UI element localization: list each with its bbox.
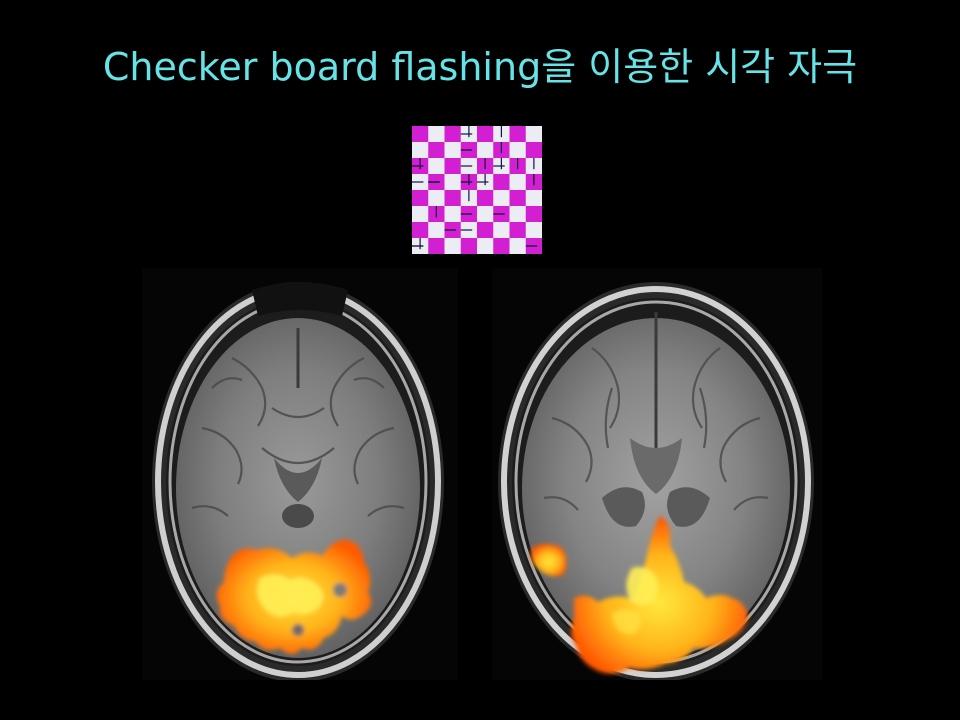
brain-scan-right: [492, 268, 822, 680]
slide-title: Checker board flashing을 이용한 시각 자극: [102, 45, 858, 89]
brain-scan-left: [142, 268, 458, 680]
checkerboard-stimulus-icon: [412, 126, 542, 254]
